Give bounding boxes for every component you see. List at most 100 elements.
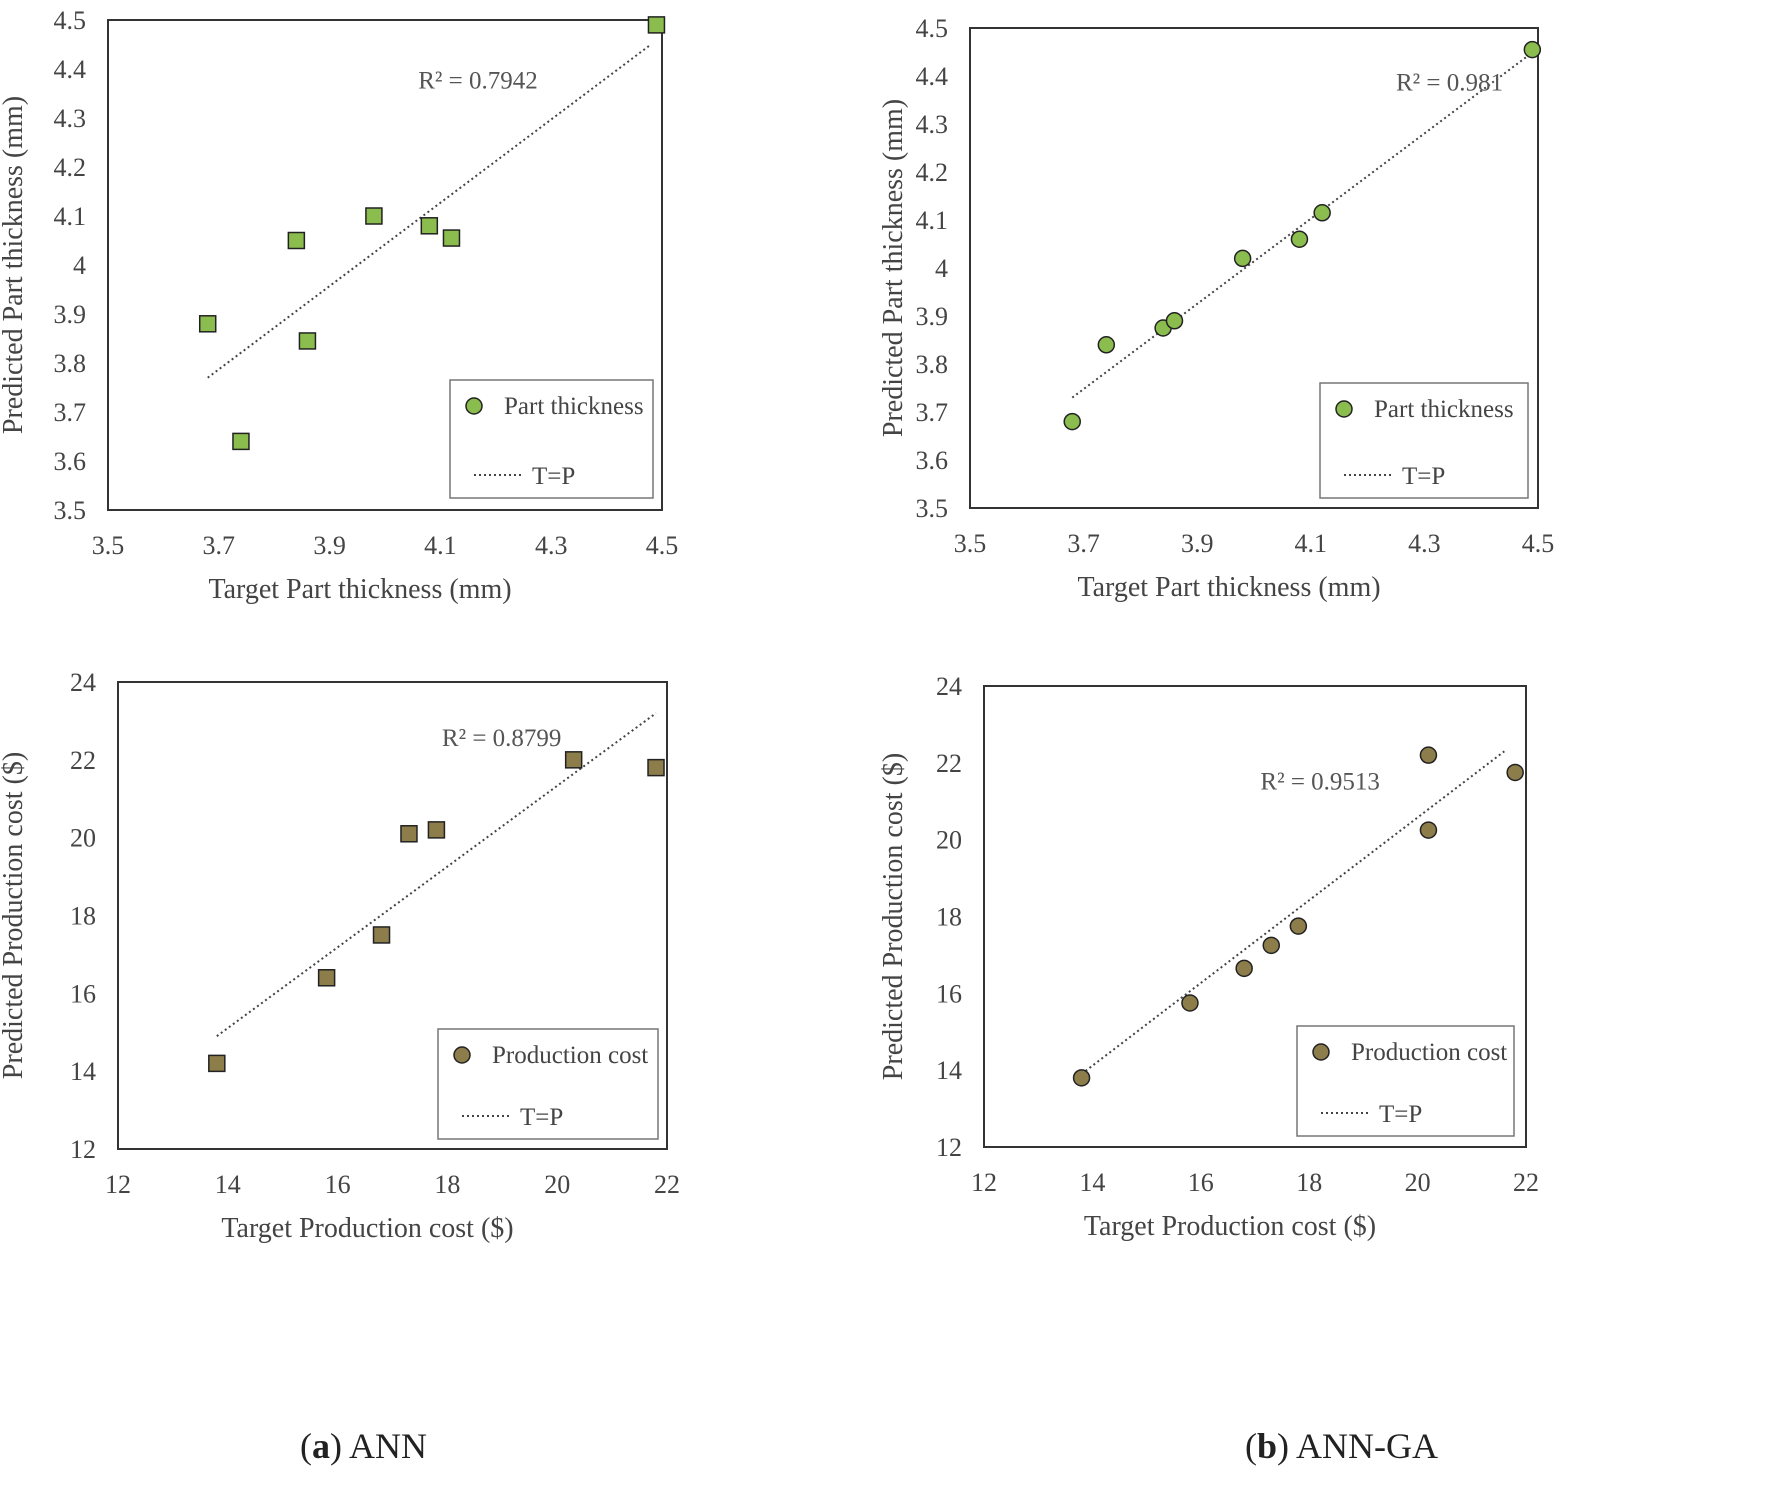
ann-thickness-xtick-label: 4.5	[646, 531, 679, 560]
annga-thickness-ytick-label: 4.1	[916, 206, 949, 235]
annga-thickness-data-point	[1290, 230, 1309, 248]
annga-thickness-y-axis-title: Predicted Part thickness (mm)	[878, 99, 909, 437]
panel-annga-thickness: 3.5 3.6 3.7 3.8 3.9 4 4.1 4.2 4.3 4.4 4.5 3.5 3.7 3.9…	[878, 0, 1765, 700]
ann-thickness-ytick-label: 3.7	[54, 398, 87, 427]
ann-thickness-data-point	[442, 229, 461, 247]
annga-thickness-data-point	[1233, 249, 1252, 268]
annga-thickness-xtick-label: 4.5	[1522, 529, 1555, 558]
ann-thickness-ytick-label: 3.6	[54, 447, 87, 476]
annga-thickness-xtick-label: 3.5	[954, 529, 987, 558]
annga-thickness-r2-label: R² = 0.981	[1396, 69, 1503, 96]
annga-cost-trendline	[1080, 750, 1505, 1075]
annga-cost-data-point	[1419, 746, 1438, 764]
annga-thickness-trendline	[1071, 55, 1528, 399]
ann-thickness-data-point	[647, 16, 666, 34]
ann-cost-y-axis-title: Predicted Production cost ($)	[0, 752, 29, 1079]
annga-cost-legend-box	[1296, 1025, 1515, 1137]
annga-cost-xtick-label: 18	[1296, 1168, 1322, 1197]
annga-cost-legend-series-label: Production cost	[1351, 1039, 1507, 1066]
annga-cost-ytick-label: 12	[936, 1133, 962, 1162]
annga-thickness-ytick-label: 3.7	[916, 398, 949, 427]
ann-cost-legend-line-label: T=P	[520, 1104, 563, 1131]
ann-thickness-legend-series-label: Part thickness	[504, 393, 644, 420]
annga-thickness-ytick-label: 3.5	[916, 494, 949, 523]
annga-thickness-xtick-label: 3.7	[1067, 529, 1100, 558]
annga-cost-legend-marker	[1312, 1043, 1330, 1061]
ann-thickness-ytick-label: 4	[73, 251, 86, 280]
ann-thickness-ytick-label: 3.9	[54, 300, 87, 329]
caption-b-letter: b	[1257, 1426, 1278, 1466]
caption-a-text: ANN	[342, 1426, 428, 1466]
ann-thickness-data-point	[287, 231, 306, 250]
annga-cost-legend-line-label: T=P	[1379, 1101, 1422, 1128]
ann-thickness-ytick-label: 3.8	[54, 349, 87, 378]
annga-thickness-xtick-label: 3.9	[1181, 529, 1214, 558]
annga-cost-data-point	[1181, 994, 1199, 1012]
ann-thickness-ytick-label: 4.2	[54, 153, 87, 182]
ann-thickness-legend-line-label: T=P	[532, 463, 575, 490]
annga-thickness-legend-line-label: T=P	[1402, 463, 1445, 490]
annga-cost-data-point	[1289, 917, 1308, 935]
ann-thickness-data-point	[365, 207, 383, 225]
ann-cost-x-axis-title: Target Production cost ($)	[221, 1213, 513, 1244]
ann-thickness-data-point	[420, 217, 439, 235]
ann-thickness-data-point	[198, 315, 217, 333]
ann-cost-ytick-label: 16	[70, 979, 96, 1008]
ann-thickness-xtick-label: 4.3	[535, 531, 568, 560]
annga-thickness-data-point	[1097, 336, 1116, 354]
ann-cost-xtick-label: 16	[325, 1170, 351, 1199]
annga-thickness-data-point	[1313, 204, 1331, 222]
ann-thickness-y-axis-title: Predicted Part thickness (mm)	[0, 96, 29, 434]
caption-a: (a) ANN	[300, 1426, 428, 1466]
ann-cost-legend-marker	[453, 1046, 471, 1064]
ann-thickness-data-point	[232, 432, 250, 451]
ann-thickness-r2-label: R² = 0.7942	[418, 68, 538, 95]
annga-thickness-xtick-label: 4.1	[1295, 529, 1328, 558]
panel-ann-thickness: 3.5 3.6 3.7 3.8 3.9 4 4.1 4.2 4.3 4.4 4.5 3.5 3.7 3.9…	[0, 0, 880, 700]
ann-thickness-ytick-label: 4.3	[54, 104, 87, 133]
chart-ann-thickness: 3.5 3.6 3.7 3.8 3.9 4 4.1 4.2 4.3 4.4 4.5 3.5 3.7 3.9…	[0, 6, 679, 605]
annga-cost-xtick-label: 14	[1079, 1168, 1105, 1197]
annga-cost-ytick-label: 16	[936, 979, 962, 1008]
annga-cost-ytick-label: 24	[936, 672, 962, 701]
ann-thickness-legend-box	[449, 379, 654, 499]
ann-cost-legend-series-label: Production cost	[492, 1042, 648, 1069]
chart-annga-cost: 12 14 16 18 20 22 24 12 14 16 18 20 22 Target Product…	[878, 672, 1539, 1242]
annga-thickness-legend-marker	[1335, 400, 1353, 418]
ann-cost-xtick-label: 22	[654, 1170, 680, 1199]
ann-thickness-ytick-label: 4.4	[54, 55, 87, 84]
ann-cost-r2-label: R² = 0.8799	[442, 725, 562, 752]
ann-cost-xtick-label: 18	[434, 1170, 460, 1199]
annga-cost-ytick-label: 22	[936, 749, 962, 778]
ann-thickness-legend-marker	[465, 397, 483, 415]
ann-thickness-xtick-label: 3.7	[203, 531, 236, 560]
annga-cost-xtick-label: 12	[971, 1168, 997, 1197]
panel-ann-cost: 12 14 16 18 20 22 24 12 14 16 18 20 22 Target Product…	[0, 668, 880, 1410]
annga-thickness-data-point	[1063, 412, 1081, 431]
annga-thickness-xtick-label: 4.3	[1408, 529, 1441, 558]
caption-a-letter: a	[312, 1426, 330, 1466]
ann-cost-xtick-label: 12	[105, 1170, 131, 1199]
annga-cost-ytick-label: 18	[936, 903, 962, 932]
panel-annga-cost: 12 14 16 18 20 22 24 12 14 16 18 20 22 Target Product…	[878, 672, 1765, 1410]
chart-ann-cost: 12 14 16 18 20 22 24 12 14 16 18 20 22 Target Product…	[0, 668, 680, 1244]
annga-cost-xtick-label: 22	[1513, 1168, 1539, 1197]
annga-cost-plot-frame	[983, 685, 1527, 1148]
ann-thickness-plot-frame	[107, 19, 663, 511]
annga-thickness-data-point	[1165, 312, 1184, 330]
annga-thickness-legend-box	[1319, 382, 1529, 499]
ann-cost-data-point	[208, 1054, 226, 1073]
annga-thickness-ytick-label: 4.5	[916, 14, 949, 43]
annga-thickness-ytick-label: 3.9	[916, 302, 949, 331]
ann-cost-ytick-label: 20	[70, 824, 96, 853]
annga-thickness-x-axis-title: Target Part thickness (mm)	[1077, 572, 1380, 603]
ann-thickness-ytick-label: 3.5	[54, 496, 87, 525]
ann-thickness-ytick-label: 4.1	[54, 202, 87, 231]
annga-cost-ytick-label: 20	[936, 826, 962, 855]
ann-cost-data-point	[400, 825, 418, 843]
annga-thickness-ytick-label: 4	[935, 254, 948, 283]
annga-thickness-ytick-label: 4.2	[916, 158, 949, 187]
caption-b-text: ANN-GA	[1289, 1426, 1439, 1466]
ann-cost-legend-box	[437, 1028, 659, 1140]
annga-cost-xtick-label: 16	[1188, 1168, 1214, 1197]
